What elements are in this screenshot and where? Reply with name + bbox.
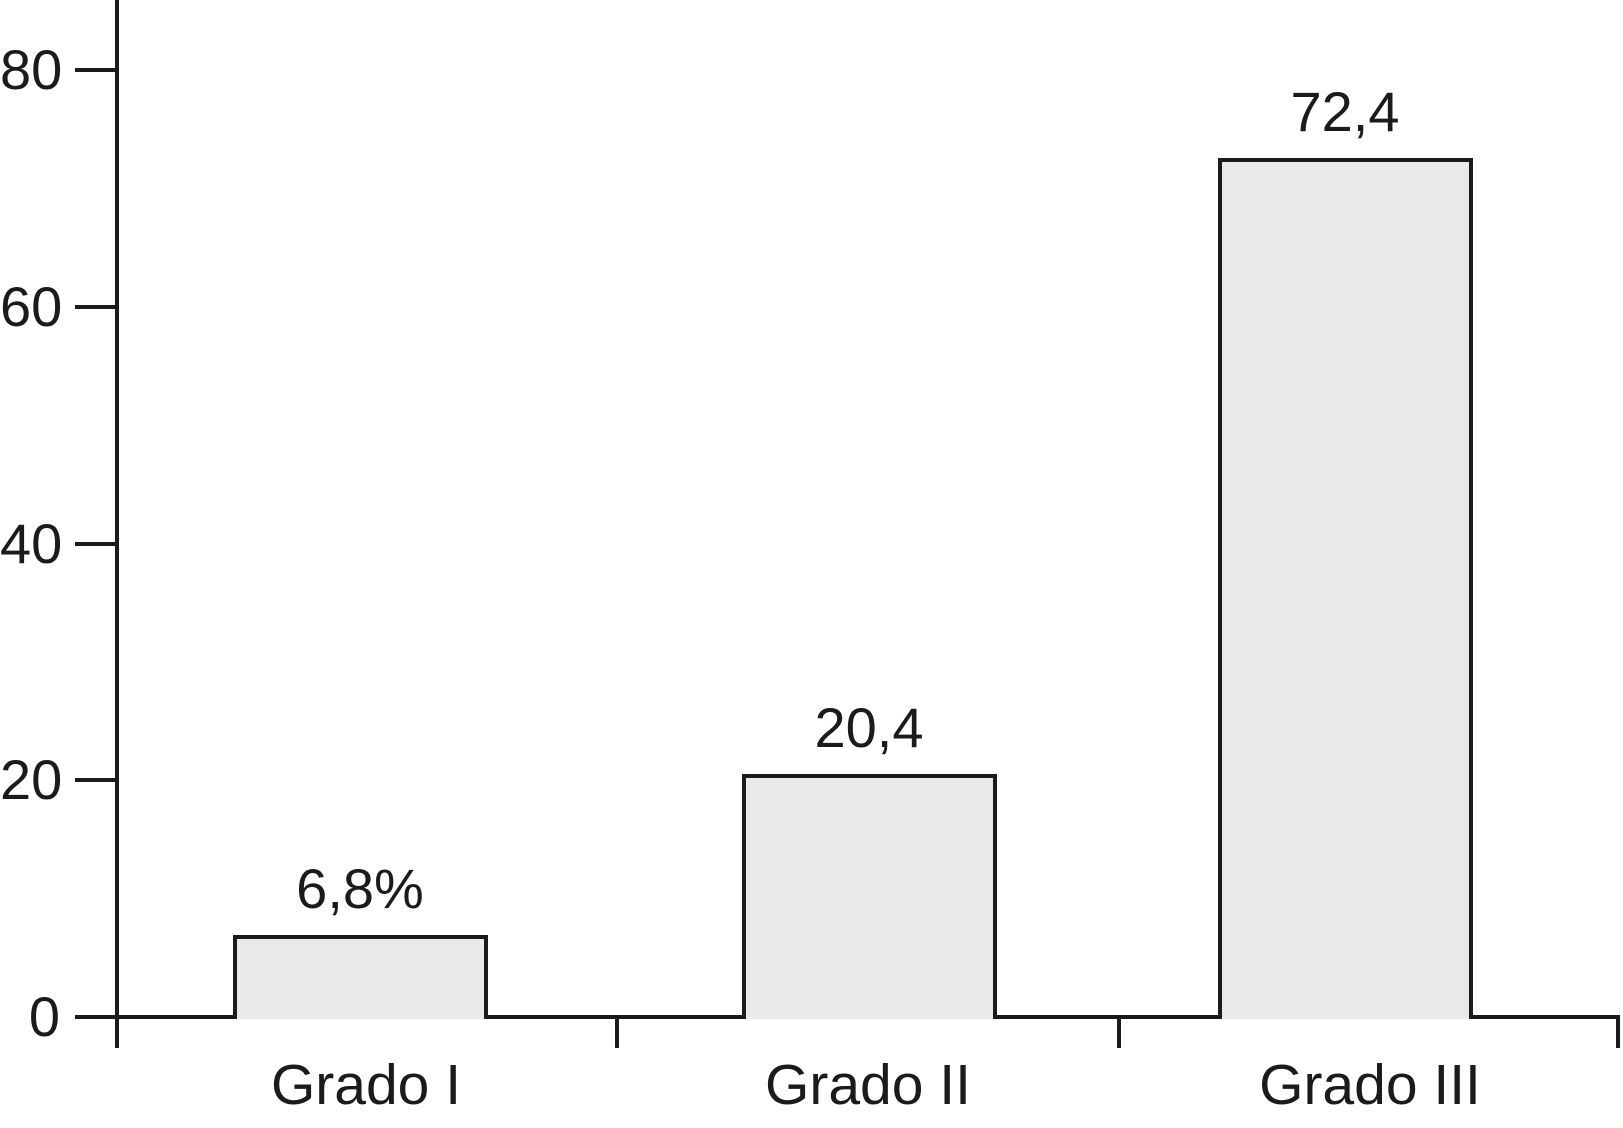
y-tick-label: 60 [0, 275, 63, 338]
y-tick [75, 305, 115, 309]
x-tick [615, 1015, 619, 1048]
y-tick-label: 80 [0, 38, 63, 101]
category-label: Grado III [1259, 1053, 1481, 1117]
y-tick [75, 542, 115, 546]
x-tick [1616, 1015, 1620, 1048]
y-tick [75, 68, 115, 72]
y-tick [75, 1015, 115, 1019]
y-tick-label: 0 [28, 985, 60, 1048]
y-tick-label: 40 [0, 512, 63, 575]
bar [742, 774, 997, 1019]
category-label: Grado I [270, 1053, 462, 1117]
y-tick-label: 20 [0, 748, 63, 811]
bar-value-label: 20,4 [814, 696, 924, 759]
bar-value-label: 6,8% [296, 857, 424, 920]
bar [233, 935, 488, 1019]
y-tick [75, 778, 115, 782]
x-tick [1117, 1015, 1121, 1048]
bar [1218, 158, 1473, 1019]
category-label: Grado II [765, 1053, 971, 1117]
bar-value-label: 72,4 [1290, 80, 1400, 143]
y-axis-line [115, 0, 119, 1048]
